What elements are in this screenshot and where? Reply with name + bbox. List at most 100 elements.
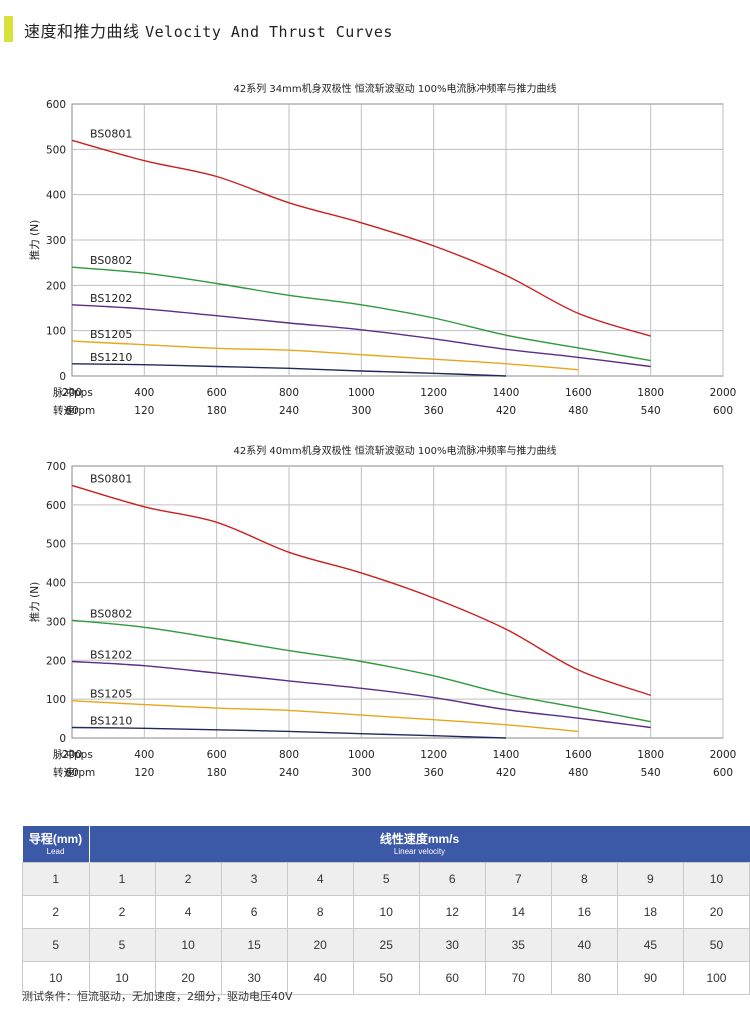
series-line-bs1202 bbox=[71, 660, 651, 729]
velocity-cell: 9 bbox=[616, 862, 684, 896]
series-line-bs0801 bbox=[71, 484, 651, 696]
x-axis-label-pps: 脉冲pps bbox=[53, 748, 93, 761]
x-tick-label-rpm: 480 bbox=[568, 767, 588, 779]
velocity-cell: 30 bbox=[220, 961, 288, 995]
x-tick-label-pps: 1600 bbox=[565, 749, 592, 761]
series-label-bs0801: BS0801 bbox=[90, 127, 132, 140]
x-tick-label-pps: 800 bbox=[279, 749, 299, 761]
x-tick-label-pps: 1200 bbox=[420, 749, 447, 761]
velocity-cell: 16 bbox=[550, 895, 618, 929]
x-tick-label-rpm: 180 bbox=[207, 405, 227, 417]
velocity-cell: 4 bbox=[154, 895, 222, 929]
lead-cell: 2 bbox=[22, 895, 90, 929]
speed-header-cn: 线性速度mm/s bbox=[379, 831, 460, 846]
x-tick-label-rpm: 180 bbox=[207, 767, 227, 779]
heading-title-en: Velocity And Thrust Curves bbox=[145, 23, 393, 41]
velocity-cell: 10 bbox=[88, 961, 156, 995]
x-axis-label-rpm: 转速rpm bbox=[53, 766, 95, 779]
x-tick-label-pps: 200 bbox=[62, 749, 82, 761]
x-tick-label-rpm: 540 bbox=[641, 405, 661, 417]
velocity-cell: 2 bbox=[154, 862, 222, 896]
y-tick-label: 500 bbox=[46, 144, 66, 156]
velocity-cell: 10 bbox=[352, 895, 420, 929]
series-label-bs1205: BS1205 bbox=[90, 328, 132, 341]
x-tick-label-rpm: 240 bbox=[279, 405, 299, 417]
velocity-cell: 7 bbox=[484, 862, 552, 896]
series-line-bs1202 bbox=[71, 304, 651, 368]
velocity-cell: 45 bbox=[616, 928, 684, 962]
velocity-cell: 20 bbox=[682, 895, 750, 929]
table-row: 10 10 20 30 40 50 60 70 80 90 100 bbox=[22, 961, 750, 995]
table-header-row: 导程(mm) Lead 线性速度mm/s Linear velocity bbox=[22, 826, 750, 863]
x-tick-label-rpm: 540 bbox=[641, 767, 661, 779]
y-tick-label: 600 bbox=[46, 500, 66, 512]
y-tick-label: 300 bbox=[46, 616, 66, 628]
x-tick-label-rpm: 60 bbox=[65, 767, 78, 779]
y-tick-label: 100 bbox=[46, 694, 66, 706]
x-tick-label-rpm: 300 bbox=[351, 767, 371, 779]
x-tick-label-rpm: 300 bbox=[351, 405, 371, 417]
velocity-cell: 4 bbox=[286, 862, 354, 896]
y-tick-label: 100 bbox=[46, 326, 66, 338]
series-line-bs1205 bbox=[71, 340, 579, 371]
velocity-cell: 3 bbox=[220, 862, 288, 896]
series-line-bs1205 bbox=[71, 700, 579, 733]
y-tick-label: 300 bbox=[46, 235, 66, 247]
series-label-bs1210: BS1210 bbox=[90, 715, 132, 728]
x-tick-label-rpm: 120 bbox=[134, 405, 154, 417]
velocity-cell: 90 bbox=[616, 961, 684, 995]
x-tick-label-pps: 600 bbox=[207, 749, 227, 761]
velocity-cell: 5 bbox=[88, 928, 156, 962]
series-label-bs1202: BS1202 bbox=[90, 292, 132, 305]
series-label-bs1202: BS1202 bbox=[90, 648, 132, 661]
table-row: 2 2 4 6 8 10 12 14 16 18 20 bbox=[22, 895, 750, 929]
y-tick-label: 600 bbox=[46, 99, 66, 111]
thrust-chart-40mm: 42系列 40mm机身双极性 恒流斩波驱动 100%电流脉冲频率与推力曲线 200… bbox=[0, 440, 750, 785]
x-axis-label-rpm: 转速rpm bbox=[53, 404, 95, 417]
velocity-cell: 35 bbox=[484, 928, 552, 962]
velocity-cell: 70 bbox=[484, 961, 552, 995]
x-tick-label-rpm: 360 bbox=[424, 767, 444, 779]
y-tick-label: 200 bbox=[46, 655, 66, 667]
y-tick-label: 0 bbox=[59, 371, 66, 383]
velocity-cell: 60 bbox=[418, 961, 486, 995]
heading-accent-bar bbox=[4, 16, 13, 42]
table-row: 1 1 2 3 4 5 6 7 8 9 10 bbox=[22, 862, 750, 896]
y-tick-label: 400 bbox=[46, 578, 66, 590]
x-tick-label-pps: 1400 bbox=[493, 387, 520, 399]
x-tick-label-pps: 1400 bbox=[493, 749, 520, 761]
x-tick-label-pps: 2000 bbox=[710, 387, 737, 399]
chart-svg: 42系列 34mm机身双极性 恒流斩波驱动 100%电流脉冲频率与推力曲线 200… bbox=[28, 82, 737, 417]
y-tick-label: 500 bbox=[46, 539, 66, 551]
lead-header-cn: 导程(mm) bbox=[28, 831, 83, 846]
velocity-cell: 10 bbox=[682, 862, 750, 896]
x-tick-label-rpm: 60 bbox=[65, 405, 78, 417]
speed-header-en: Linear velocity bbox=[393, 846, 446, 856]
series-line-bs0802 bbox=[71, 266, 651, 362]
chart-title: 42系列 40mm机身双极性 恒流斩波驱动 100%电流脉冲频率与推力曲线 bbox=[233, 444, 556, 457]
y-axis-label: 推力 (N) bbox=[28, 220, 41, 260]
y-tick-label: 0 bbox=[59, 733, 66, 745]
x-tick-label-rpm: 420 bbox=[496, 405, 516, 417]
x-axis-label-pps: 脉冲pps bbox=[53, 386, 93, 399]
velocity-cell: 12 bbox=[418, 895, 486, 929]
velocity-cell: 5 bbox=[352, 862, 420, 896]
table-body: 1 1 2 3 4 5 6 7 8 9 10 2 2 4 6 8 10 12 14 16 18 20 5 5 10 15 20 25 3… bbox=[22, 862, 750, 995]
velocity-cell: 40 bbox=[286, 961, 354, 995]
heading-title: 速度和推力曲线 Velocity And Thrust Curves bbox=[24, 18, 393, 42]
lead-cell: 1 bbox=[22, 862, 90, 896]
chart-title: 42系列 34mm机身双极性 恒流斩波驱动 100%电流脉冲频率与推力曲线 bbox=[233, 82, 556, 95]
velocity-cell: 50 bbox=[682, 928, 750, 962]
x-tick-label-pps: 1200 bbox=[420, 387, 447, 399]
velocity-cell: 80 bbox=[550, 961, 618, 995]
series-label-bs1205: BS1205 bbox=[90, 688, 132, 701]
x-tick-label-pps: 1800 bbox=[637, 749, 664, 761]
series-label-bs0802: BS0802 bbox=[90, 254, 132, 267]
thrust-chart-34mm: 42系列 34mm机身双极性 恒流斩波驱动 100%电流脉冲频率与推力曲线 200… bbox=[0, 78, 750, 423]
y-tick-label: 200 bbox=[46, 280, 66, 292]
x-tick-label-rpm: 120 bbox=[134, 767, 154, 779]
velocity-cell: 25 bbox=[352, 928, 420, 962]
x-tick-label-pps: 2000 bbox=[710, 749, 737, 761]
lead-header-en: Lead bbox=[46, 846, 65, 856]
